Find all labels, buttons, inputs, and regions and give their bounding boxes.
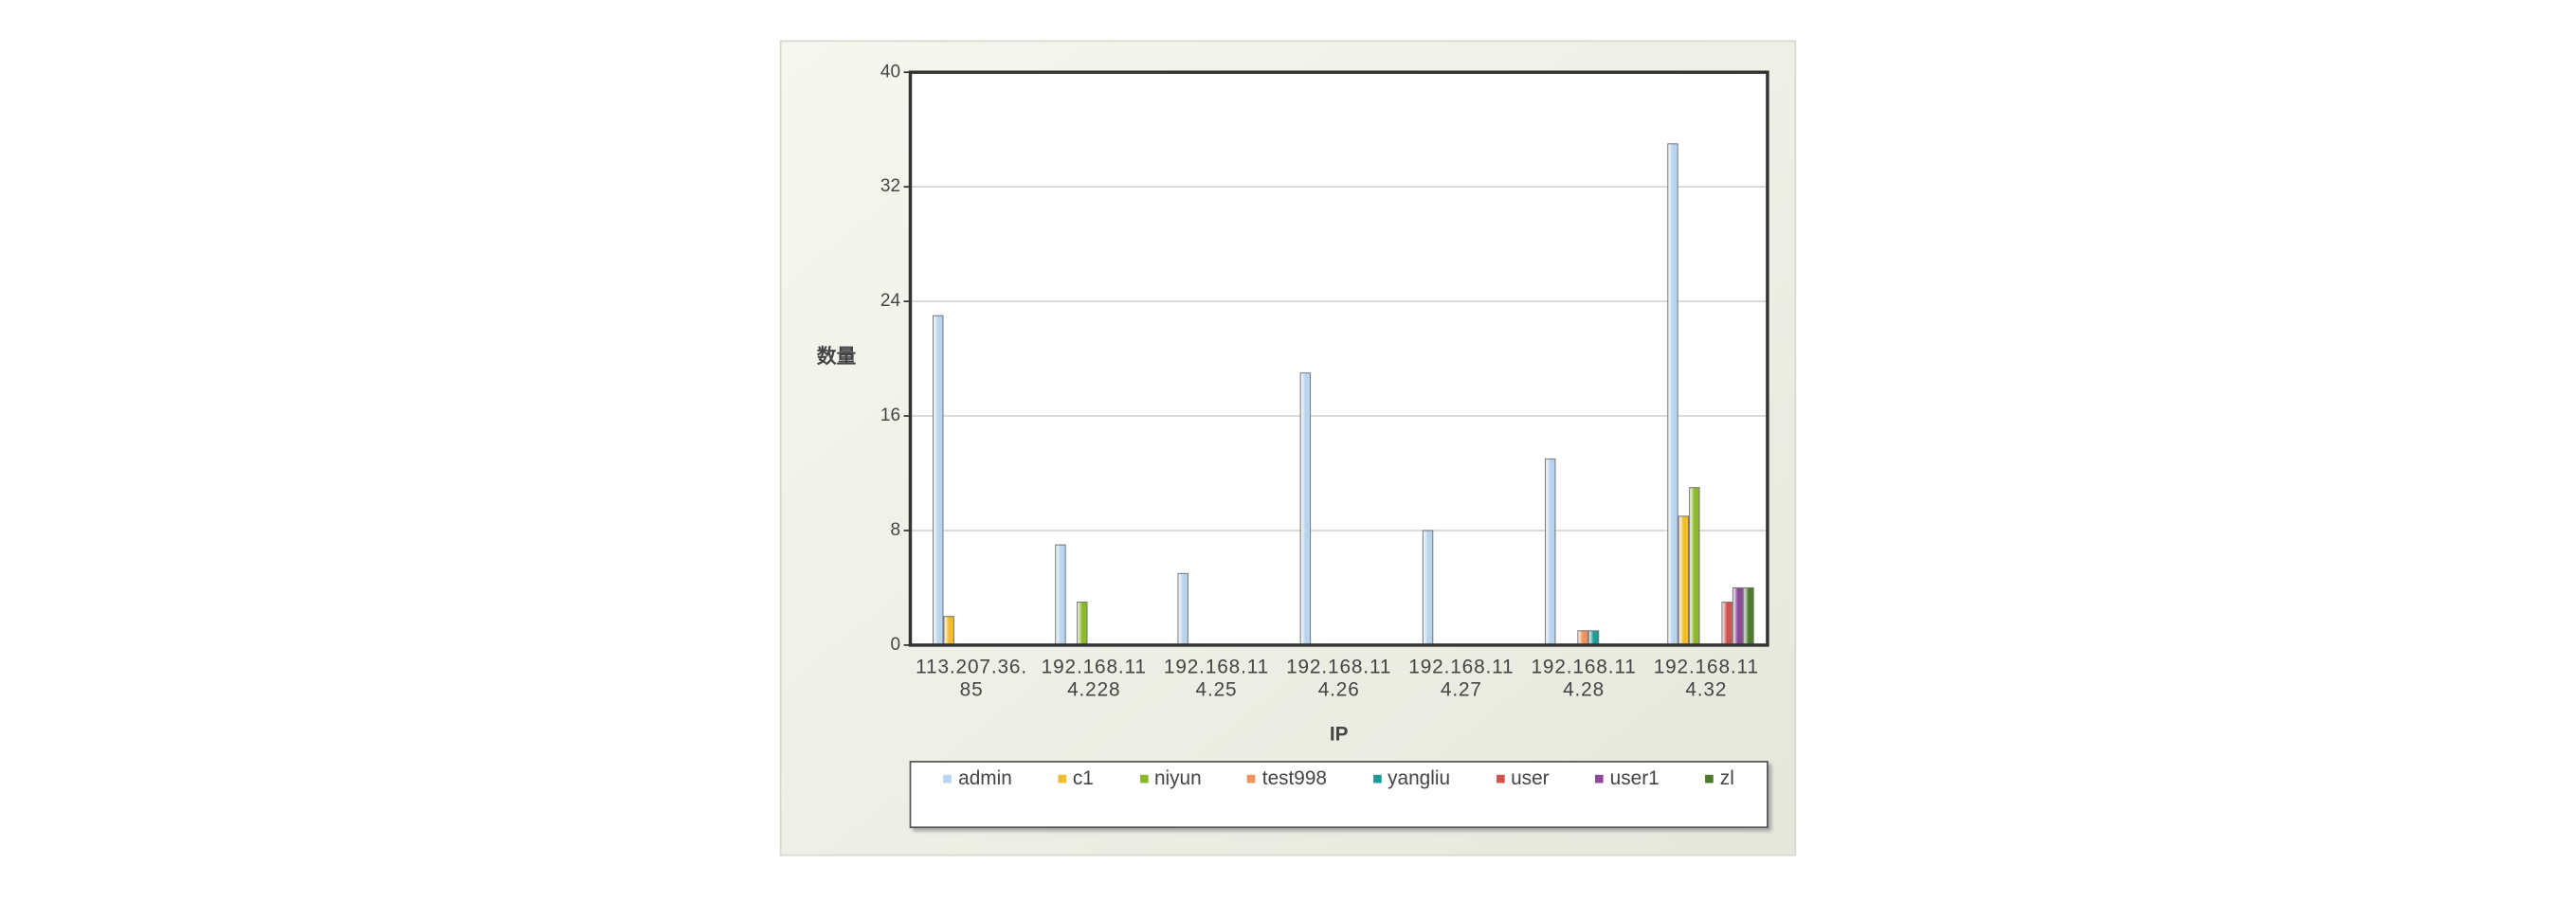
legend-marker (1139, 773, 1149, 783)
y-tick-label: 8 (891, 520, 901, 540)
bar (1577, 630, 1588, 646)
x-tick-container: 192.168.114.25 (1163, 655, 1270, 701)
x-tick-container: 192.168.114.32 (1653, 655, 1759, 701)
x-tick-container: 192.168.114.27 (1408, 655, 1515, 701)
legend-label: admin (958, 766, 1012, 790)
x-tick-label: 192.168.114.32 (1653, 655, 1759, 701)
legend-item: zl (1705, 766, 1734, 789)
y-tick-label: 0 (891, 635, 901, 655)
legend-label: test998 (1261, 766, 1328, 790)
bar (1678, 515, 1690, 646)
x-tick-label: 113.207.36.85 (916, 655, 1028, 701)
bar (1743, 586, 1754, 646)
bar (1299, 372, 1312, 646)
legend-marker (1372, 773, 1382, 783)
legend-item: niyun (1139, 766, 1202, 790)
x-tick-label: 192.168.114.28 (1531, 655, 1637, 701)
bar (1422, 530, 1434, 646)
x-axis-title: IP (1330, 724, 1349, 746)
legend-marker (1496, 773, 1505, 783)
legend-box (909, 761, 1769, 829)
x-tick-label: 192.168.114.27 (1408, 655, 1515, 701)
legend-marker (1705, 773, 1714, 783)
bar (1177, 572, 1188, 646)
bar (1545, 458, 1556, 646)
legend-item: user (1496, 766, 1550, 790)
y-tick-label: 32 (880, 176, 900, 196)
legend-item: test998 (1247, 766, 1327, 789)
plot-border (908, 70, 1769, 647)
legend-marker (1247, 773, 1256, 783)
x-tick-container: 192.168.114.28 (1531, 655, 1637, 701)
y-tick-label: 24 (880, 291, 901, 311)
bar (1721, 602, 1732, 646)
legend: admin c1 niyun test998 yangliu user user1 zl (911, 762, 1768, 789)
legend-label: user1 (1609, 766, 1660, 790)
legend-item: c1 (1058, 766, 1094, 789)
bar (1077, 602, 1088, 646)
x-tick-container: 192.168.114.26 (1286, 655, 1392, 701)
bar (1732, 586, 1744, 646)
plot-area (910, 72, 1768, 645)
x-tick-label: 192.168.114.26 (1286, 655, 1392, 701)
y-tick-label: 16 (880, 405, 900, 425)
legend-item: user1 (1595, 766, 1660, 789)
legend-label: zl (1719, 766, 1734, 790)
legend-label: niyun (1153, 766, 1202, 790)
x-tick-container: 113.207.36.85 (916, 655, 1028, 701)
bar (1055, 544, 1066, 646)
legend-marker (943, 773, 952, 783)
y-axis-title: 数量 (817, 345, 857, 368)
legend-label: yangliu (1388, 766, 1451, 790)
y-tick-label: 40 (880, 62, 900, 81)
x-tick-label: 192.168.114.228 (1041, 655, 1147, 701)
legend-marker (1058, 773, 1066, 783)
x-tick-label: 192.168.114.25 (1163, 655, 1270, 701)
bar (1689, 487, 1700, 646)
bar (943, 616, 954, 646)
legend-label: user (1511, 766, 1550, 790)
bar (933, 315, 944, 646)
bar (1587, 630, 1600, 646)
legend-marker (1595, 773, 1604, 783)
legend-item: yangliu (1372, 766, 1451, 790)
x-tick-container: 192.168.114.228 (1041, 655, 1147, 701)
legend-item: admin (943, 766, 1012, 790)
legend-label: c1 (1072, 766, 1094, 790)
legend-container: admin c1 niyun test998 yangliu user user1 zl (911, 762, 1768, 789)
bar (1667, 143, 1678, 646)
